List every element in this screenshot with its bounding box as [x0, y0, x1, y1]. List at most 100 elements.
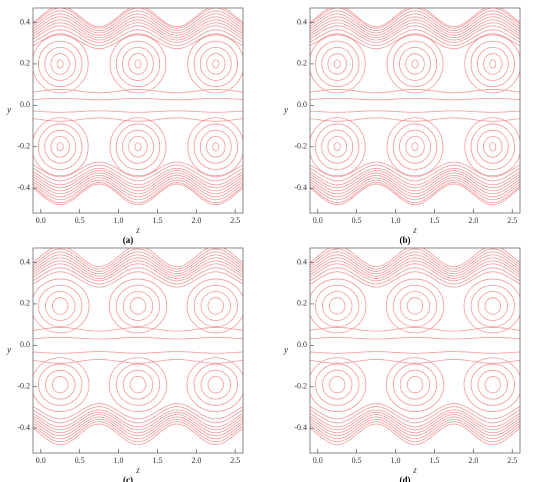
streamline	[310, 97, 520, 101]
trapped-bolus	[38, 363, 83, 406]
streamline	[310, 170, 520, 189]
x-tick-label: 1.0	[114, 456, 124, 465]
y-tick-label: 0.2	[297, 299, 307, 308]
streamline	[310, 13, 520, 34]
trapped-bolus	[193, 40, 238, 88]
x-tick-label: 2.0	[191, 456, 201, 465]
trapped-bolus	[543, 35, 550, 93]
y-tick-label: 0.0	[20, 100, 30, 109]
plot-frame	[32, 7, 244, 214]
trapped-bolus	[129, 297, 147, 315]
trapped-bolus	[327, 53, 347, 75]
streamline	[33, 327, 243, 332]
streamline	[310, 263, 520, 282]
trapped-bolus	[52, 297, 69, 315]
streamline	[33, 167, 243, 186]
caption: (a)	[123, 235, 134, 245]
streamline	[310, 336, 520, 340]
trapped-bolus	[108, 278, 168, 334]
streamline	[33, 267, 243, 285]
streamline	[33, 423, 243, 446]
panel: 0.0 0.5 1.0 1.5 2.0 2.5 -0.4 -0.2 0.0 0.2 0.4 z y (b)	[283, 7, 550, 245]
trapped-bolus	[315, 284, 360, 328]
streamline	[33, 359, 243, 364]
trapped-bolus	[200, 369, 231, 400]
streamline	[310, 29, 520, 46]
y-tick-label: -0.4	[17, 183, 30, 192]
streamline	[33, 13, 243, 34]
trapped-bolus	[272, 285, 316, 326]
trapped-bolus	[207, 375, 224, 394]
streamline	[310, 257, 520, 277]
trapped-bolus	[207, 297, 224, 315]
x-tick-label: 1.5	[152, 216, 162, 225]
trapped-bolus	[399, 46, 431, 81]
y-tick-label: 0.0	[297, 340, 307, 349]
streamline	[33, 33, 243, 50]
x-axis-label: z	[412, 465, 417, 475]
streamline	[310, 411, 520, 431]
trapped-bolus	[463, 357, 520, 412]
x-tick-label: 0.0	[36, 456, 46, 465]
streamline	[310, 8, 520, 29]
trapped-bolus	[310, 357, 367, 412]
x-axis-label: z	[135, 225, 140, 235]
trapped-bolus	[392, 123, 438, 170]
trapped-bolus	[212, 142, 220, 152]
streamline	[310, 254, 520, 275]
streamline	[310, 172, 520, 192]
panel: 0.0 0.5 1.0 1.5 2.0 2.5 -0.4 -0.2 0.0 0.2 0.4 z y (c)	[6, 247, 316, 482]
streamline	[33, 19, 243, 39]
trapped-bolus	[38, 123, 83, 170]
streamline	[33, 97, 243, 101]
trapped-bolus	[543, 118, 550, 176]
trapped-bolus	[33, 117, 89, 177]
streamline	[33, 183, 243, 206]
streamline	[310, 359, 520, 364]
trapped-bolus	[484, 297, 501, 315]
trapped-bolus	[464, 34, 520, 94]
streamline	[33, 254, 243, 275]
trapped-bolus	[193, 123, 238, 170]
plot-frame	[309, 247, 521, 454]
trapped-bolus	[186, 278, 243, 334]
streamline	[310, 267, 520, 285]
trapped-bolus	[187, 34, 243, 94]
trapped-bolus	[329, 375, 346, 394]
trapped-bolus	[115, 40, 161, 88]
trapped-bolus	[470, 40, 515, 88]
streamline	[33, 161, 243, 178]
trapped-bolus	[50, 135, 70, 158]
streamline	[310, 351, 520, 354]
trapped-bolus	[483, 135, 503, 158]
trapped-bolus	[128, 135, 148, 158]
streamline	[33, 251, 243, 272]
y-tick-label: -0.4	[294, 183, 307, 192]
trapped-bolus	[405, 53, 425, 75]
y-tick-label: 0.0	[20, 340, 30, 349]
streamline	[310, 179, 520, 201]
streamline	[33, 172, 243, 192]
y-tick-label: 0.4	[297, 257, 307, 266]
x-tick-label: 1.0	[391, 216, 401, 225]
streamline	[33, 418, 243, 440]
trapped-bolus	[56, 59, 64, 69]
y-axis-label: y	[6, 345, 11, 355]
trapped-bolus	[193, 284, 238, 328]
trapped-bolus	[315, 363, 360, 406]
streamline	[310, 414, 520, 434]
streamline	[310, 10, 520, 31]
streamline	[33, 182, 243, 204]
x-tick-label: 2.0	[468, 216, 478, 225]
streamline	[310, 406, 520, 424]
streamline	[310, 22, 520, 41]
trapped-bolus	[329, 297, 346, 315]
trapped-bolus	[322, 291, 353, 321]
plot-area	[310, 248, 520, 446]
y-tick-label: 0.2	[20, 299, 30, 308]
x-tick-label: 0.0	[313, 216, 323, 225]
trapped-bolus	[115, 363, 161, 406]
trapped-bolus	[56, 142, 64, 152]
x-tick-label: 2.5	[507, 216, 517, 225]
